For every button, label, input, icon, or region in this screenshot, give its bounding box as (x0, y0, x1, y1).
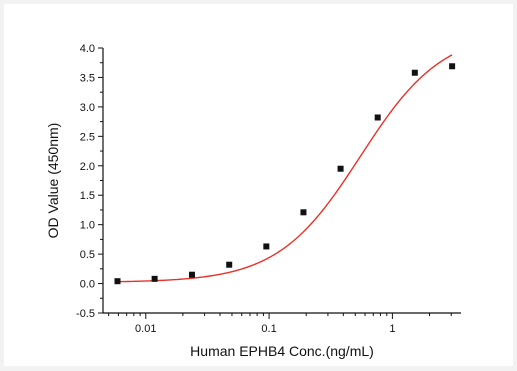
fit-curve-layer (117, 54, 453, 283)
x-tick-label: 1 (389, 323, 395, 335)
x-tick-label: 0.1 (261, 323, 276, 335)
axes (102, 48, 461, 314)
data-point (300, 209, 307, 216)
data-point (449, 63, 456, 70)
plot-panel (4, 4, 513, 366)
y-tick-label: 2.5 (80, 131, 95, 143)
y-tick-label: 1.5 (80, 190, 95, 202)
data-point (151, 275, 158, 282)
data-point (263, 243, 270, 250)
tick-labels: -0.5 0.0 0.5 1.0 1.5 2.0 2.5 3.0 3.5 4.0 0.01 0.1 1 (76, 43, 395, 335)
data-point (411, 69, 418, 76)
data-point (226, 261, 233, 268)
tick-marks (98, 47, 452, 319)
y-tick-label: 4.0 (80, 43, 95, 55)
y-tick-label: 3.0 (80, 102, 95, 114)
y-axis-label: OD Value (450nm) (45, 123, 61, 239)
data-point (188, 271, 195, 278)
data-points (114, 63, 456, 285)
x-axis-label: Human EPHB4 Conc.(ng/mL) (190, 343, 374, 359)
x-tick-label: 0.01 (135, 323, 156, 335)
y-tick-label: -0.5 (76, 308, 95, 320)
y-tick-label: 0.5 (80, 249, 95, 261)
fit-curve (117, 54, 453, 283)
y-tick-label: 3.5 (80, 72, 95, 84)
data-point (337, 165, 344, 172)
data-point (114, 278, 121, 285)
data-point (374, 114, 381, 121)
y-tick-label: 1.0 (80, 220, 95, 232)
y-tick-label: 2.0 (80, 161, 95, 173)
y-tick-label: 0.0 (80, 279, 95, 291)
